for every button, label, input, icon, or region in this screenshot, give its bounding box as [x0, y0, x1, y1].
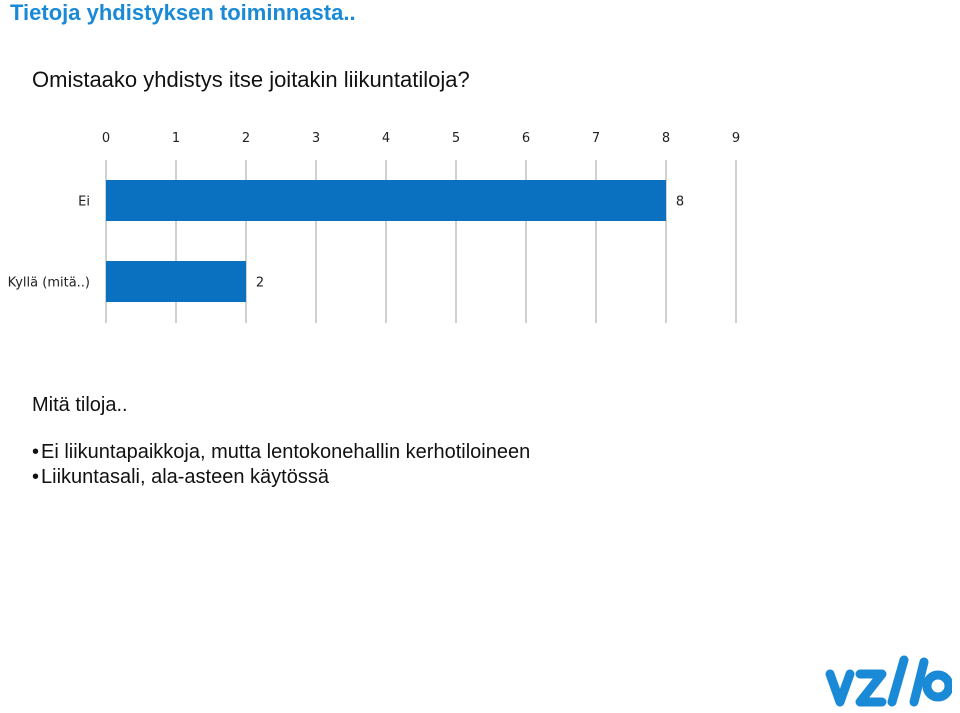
answer-list: Ei liikuntapaikkoja, mutta lentokonehall… — [32, 440, 530, 490]
bar — [106, 180, 666, 221]
question-heading: Omistaako yhdistys itse joitakin liikunt… — [32, 67, 470, 92]
x-tick-label: 7 — [592, 131, 600, 146]
data-label: 2 — [256, 276, 264, 291]
x-tick-label: 0 — [102, 131, 110, 146]
vzalo-logo-icon — [825, 655, 952, 707]
list-item: Ei liikuntapaikkoja, mutta lentokonehall… — [32, 440, 530, 465]
chart-bars: Ei 8 Kyllä (mitä..) 2 — [8, 180, 684, 302]
x-tick-label: 3 — [312, 131, 320, 146]
x-tick-label: 8 — [662, 131, 670, 146]
x-tick-label: 4 — [382, 131, 390, 146]
list-item: Liikuntasali, ala-asteen käytössä — [32, 465, 530, 490]
category-label: Kyllä (mitä..) — [8, 276, 90, 291]
data-label: 8 — [676, 195, 684, 210]
bar — [106, 261, 246, 302]
x-tick-label: 2 — [242, 131, 250, 146]
category-label: Ei — [78, 195, 90, 210]
x-tick-label: 1 — [172, 131, 180, 146]
x-tick-label: 9 — [732, 131, 740, 146]
subheading: Mitä tiloja.. — [32, 394, 128, 416]
x-tick-labels: 0 1 2 3 4 5 6 7 8 9 — [102, 131, 740, 146]
bar-chart: 0 1 2 3 4 5 6 7 8 9 Ei 8 Kyllä (mitä..) 2 — [8, 131, 740, 323]
x-tick-label: 6 — [522, 131, 530, 146]
page-title: Tietoja yhdistyksen toiminnasta.. — [10, 0, 356, 25]
x-tick-label: 5 — [452, 131, 460, 146]
